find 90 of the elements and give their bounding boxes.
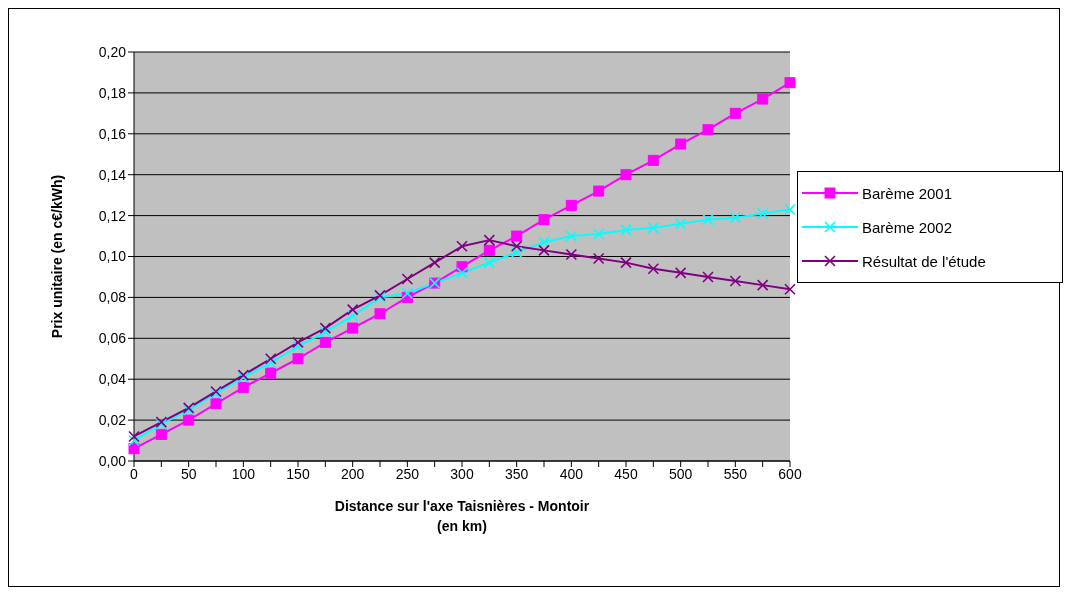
point [511, 230, 523, 242]
point [264, 357, 277, 369]
point [756, 279, 769, 291]
y-tick-label: 0,20 [98, 43, 127, 60]
point [456, 240, 468, 253]
x-tick-label: 500 [668, 465, 693, 482]
point [729, 211, 742, 224]
point [210, 398, 222, 410]
point [592, 228, 605, 240]
point [675, 138, 687, 150]
point [647, 154, 659, 166]
point [647, 222, 660, 234]
y-tick-label: 0,00 [98, 452, 127, 469]
point [565, 199, 577, 211]
y-tick-label: 0,08 [98, 289, 127, 306]
point [784, 283, 796, 296]
point [592, 252, 605, 265]
point [401, 273, 414, 285]
point [757, 93, 769, 105]
x-tick-label: 600 [778, 465, 802, 482]
point [319, 336, 331, 348]
point [784, 203, 796, 216]
legend-label: Barème 2002 [862, 218, 953, 236]
point [292, 340, 304, 353]
y-tick-label: 0,10 [98, 248, 127, 265]
x-tick-label: 100 [231, 465, 256, 482]
point [565, 230, 578, 242]
point [483, 234, 496, 246]
y-tick-label: 0,04 [98, 371, 127, 388]
y-tick-label: 0,12 [98, 207, 127, 224]
point [510, 246, 523, 259]
x-tick-label: 50 [180, 465, 197, 482]
x-tick-label: 0 [130, 465, 139, 482]
x-axis-title: Distance sur l'axe Taisnières - Montoir (en km) [334, 498, 590, 534]
point [292, 353, 304, 365]
point [128, 443, 140, 455]
point [483, 256, 496, 269]
point [319, 322, 332, 334]
point [538, 214, 550, 226]
point [155, 428, 167, 440]
point [346, 310, 359, 322]
x-tick-label: 450 [614, 465, 638, 482]
point [428, 256, 441, 269]
point [237, 381, 249, 393]
point [538, 236, 550, 248]
point [401, 287, 414, 300]
x-tick-label: 200 [340, 465, 365, 482]
point [702, 124, 714, 136]
point [264, 352, 277, 365]
point [620, 256, 632, 269]
x-tick-label: 400 [559, 465, 584, 482]
point [510, 240, 523, 253]
point [347, 322, 359, 334]
point [483, 244, 495, 256]
x-tick-label: 250 [395, 465, 420, 482]
point [729, 275, 742, 287]
point [128, 434, 140, 447]
point [593, 185, 605, 197]
point [319, 326, 332, 338]
point [128, 430, 140, 443]
point [729, 107, 741, 119]
x-tick-label: 300 [450, 465, 474, 482]
point [620, 224, 632, 236]
legend-label: Barème 2001 [862, 184, 953, 202]
point [647, 262, 660, 275]
point [265, 367, 277, 379]
y-tick-label: 0,06 [98, 330, 127, 347]
point [456, 267, 468, 279]
y-tick-label: 0,14 [98, 166, 127, 183]
x-tick-label: 350 [504, 465, 529, 482]
point [756, 207, 769, 220]
y-axis-title: Prix unitaire (en c€/kWh) [49, 174, 65, 339]
point [784, 77, 796, 89]
point [674, 217, 687, 230]
point [702, 271, 714, 283]
y-tick-label: 0,16 [98, 125, 127, 142]
x-tick-label: 550 [723, 465, 748, 482]
point [565, 248, 578, 261]
point [674, 267, 687, 279]
legend-label: Résultat de l'étude [862, 252, 986, 270]
x-tick-label: 150 [286, 465, 310, 482]
point [374, 308, 386, 320]
point [538, 244, 550, 257]
y-tick-label: 0,02 [98, 412, 127, 429]
point [346, 303, 359, 316]
point [292, 336, 304, 349]
point [620, 169, 632, 181]
point [183, 414, 195, 426]
point [702, 213, 714, 226]
y-tick-label: 0,18 [98, 84, 127, 101]
